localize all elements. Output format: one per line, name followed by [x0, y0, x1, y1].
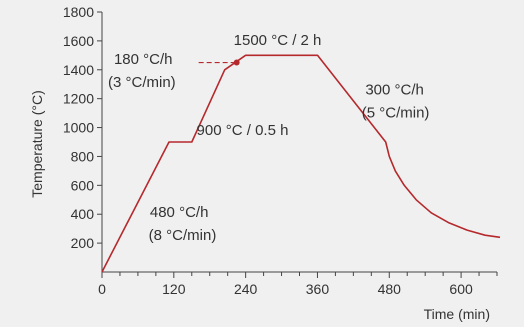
- y-tick-label: 800: [71, 148, 95, 164]
- x-ticks: 0 120 240 360 480 600: [98, 272, 498, 297]
- y-tick-label: 400: [71, 206, 95, 222]
- y-tick-label: 200: [71, 235, 95, 251]
- annotation: 300 °C/h: [365, 81, 424, 98]
- x-tick-label: 360: [306, 281, 330, 297]
- x-tick-label: 240: [234, 281, 258, 297]
- y-tick-label: 1200: [63, 91, 94, 107]
- annotation: (3 °C/min): [108, 74, 176, 91]
- x-tick-label: 480: [378, 281, 402, 297]
- x-tick-label: 0: [98, 281, 106, 297]
- y-ticks: 200 400 600 800 1000 1200 1400 1600 1800: [63, 4, 102, 251]
- y-tick-label: 1800: [63, 4, 94, 20]
- y-axis-label: Temperature (°C): [29, 90, 45, 198]
- point-marker: [233, 59, 240, 66]
- y-tick-label: 1600: [63, 33, 94, 49]
- annotation: 180 °C/h: [114, 51, 173, 68]
- annotation: 1500 °C / 2 h: [234, 32, 322, 49]
- y-tick-label: 600: [71, 177, 95, 193]
- y-tick-label: 1400: [63, 62, 94, 78]
- x-tick-label: 120: [162, 281, 186, 297]
- annotation: 480 °C/h: [150, 204, 209, 221]
- annotation: (5 °C/min): [362, 104, 430, 121]
- annotation: 900 °C / 0.5 h: [197, 122, 289, 139]
- series-line: [101, 54, 501, 273]
- y-tick-label: 1000: [63, 120, 94, 136]
- annotations: 1500 °C / 2 h 180 °C/h (3 °C/min) 900 °C / …: [108, 32, 429, 244]
- x-axis-label: Time (min): [424, 306, 490, 322]
- x-tick-label: 600: [449, 281, 473, 297]
- annotation: (8 °C/min): [149, 227, 217, 244]
- series: [101, 54, 501, 273]
